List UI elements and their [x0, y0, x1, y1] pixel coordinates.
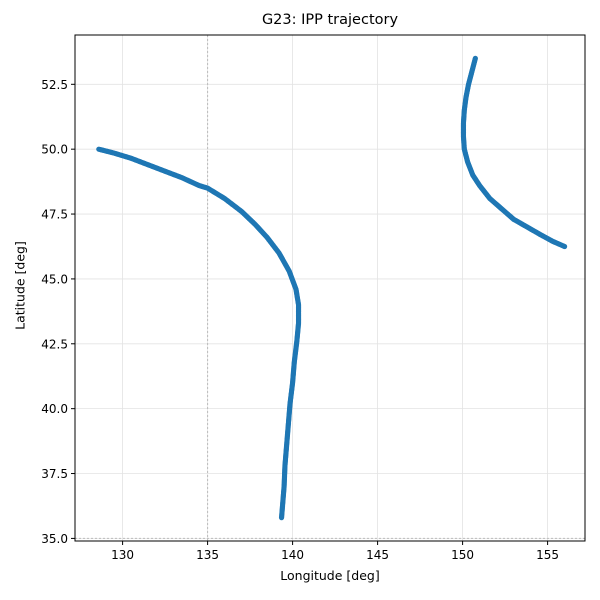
- data-series-track-2: [460, 55, 568, 250]
- x-tick-label: 140: [281, 548, 304, 562]
- y-tick-label: 42.5: [41, 337, 68, 351]
- y-tick-label: 52.5: [41, 78, 68, 92]
- y-tick-label: 45.0: [41, 272, 68, 286]
- y-tick-label: 40.0: [41, 402, 68, 416]
- chart-title: G23: IPP trajectory: [261, 12, 399, 28]
- x-tick-label: 150: [451, 548, 474, 562]
- y-tick-label: 35.0: [41, 532, 68, 546]
- x-tick-label: 155: [536, 548, 559, 562]
- y-tick-label: 47.5: [41, 208, 68, 222]
- axes-frame: [74, 34, 586, 542]
- x-tick-label: 145: [366, 548, 389, 562]
- data-series-track-1: [96, 146, 302, 521]
- x-tick-label: 130: [111, 548, 134, 562]
- y-tick-label: 37.5: [41, 467, 68, 481]
- x-axis-label: Longitude [deg]: [280, 568, 380, 583]
- x-tick-label: 135: [196, 548, 219, 562]
- y-axis-label: Latitude [deg]: [12, 241, 28, 330]
- y-tick-label: 50.0: [41, 143, 68, 157]
